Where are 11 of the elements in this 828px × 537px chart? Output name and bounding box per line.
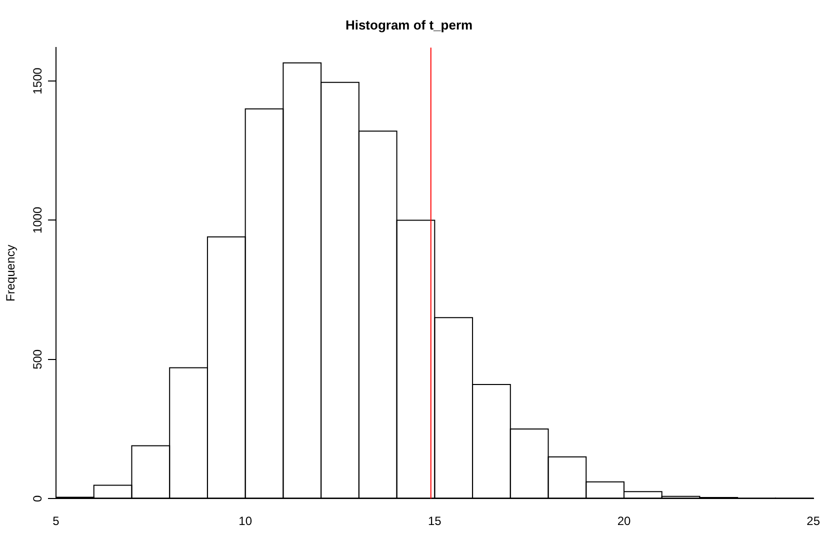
y-axis-title: Frequency (4, 244, 18, 302)
x-tick-label: 15 (428, 514, 442, 528)
y-tick-label: 0 (30, 494, 44, 502)
x-tick-label: 10 (238, 514, 252, 528)
x-tick-label: 20 (617, 514, 631, 528)
x-tick-label: 25 (806, 514, 820, 528)
y-tick-label: 1500 (30, 67, 44, 94)
chart-title: Histogram of t_perm (345, 17, 473, 32)
x-tick-label: 5 (52, 514, 60, 528)
y-tick-label: 500 (30, 349, 44, 370)
y-tick-label: 1000 (30, 206, 44, 234)
